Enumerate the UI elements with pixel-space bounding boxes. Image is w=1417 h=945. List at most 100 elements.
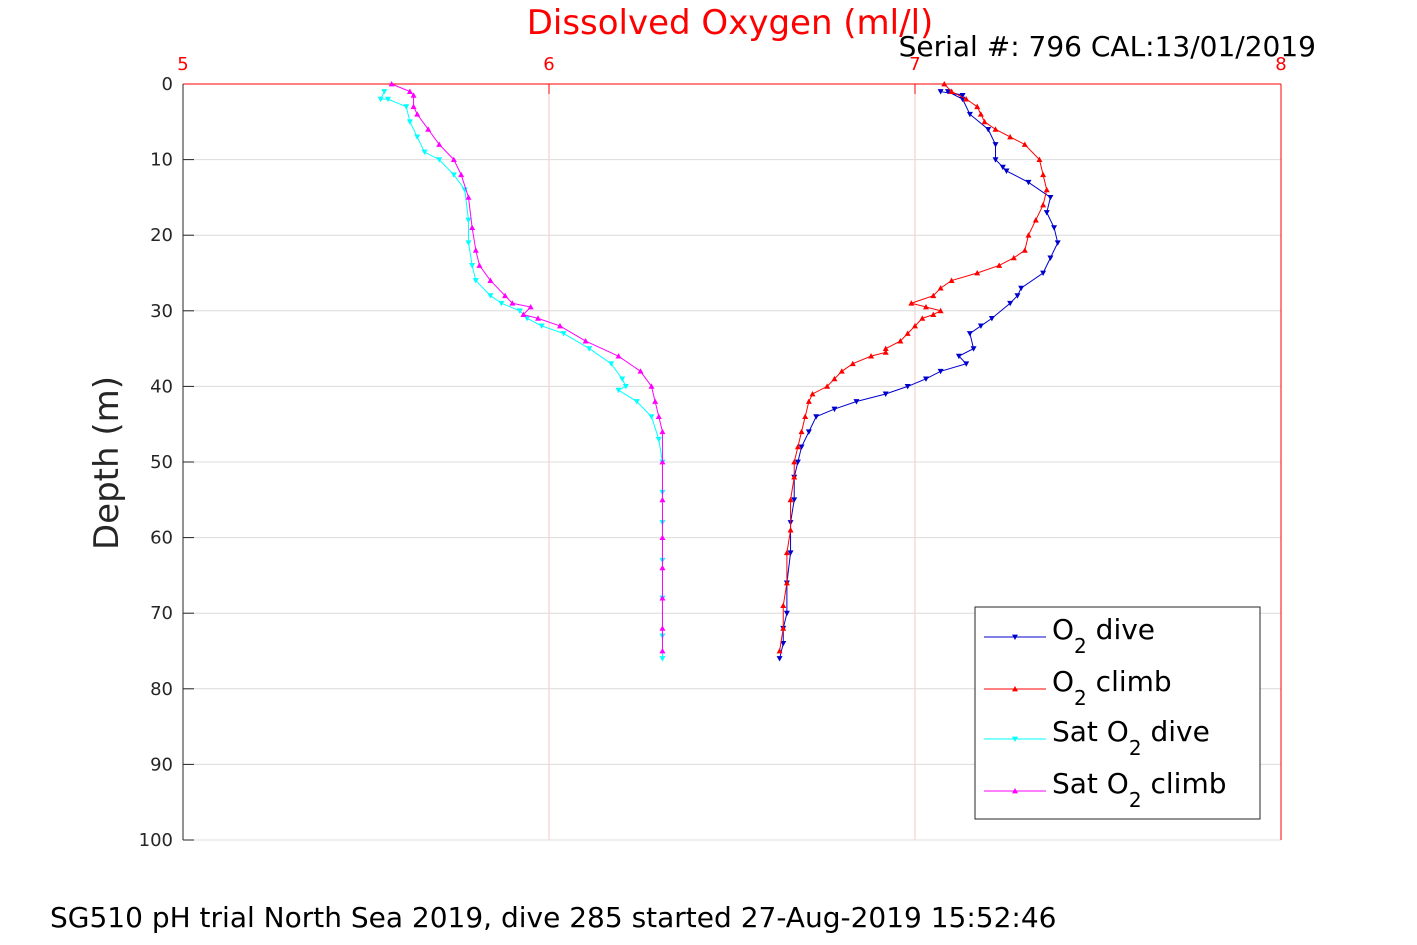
data-point [659, 428, 666, 435]
data-point [787, 550, 794, 556]
data-point [527, 304, 534, 310]
data-point [659, 656, 666, 662]
legend-marker [1012, 686, 1018, 692]
data-point [648, 414, 655, 420]
data-point [377, 96, 384, 103]
data-point [633, 399, 640, 405]
data-point [783, 549, 790, 556]
data-point [652, 398, 659, 404]
data-point [1025, 232, 1032, 238]
data-point [780, 625, 787, 631]
data-point [999, 164, 1006, 171]
data-point [425, 126, 432, 132]
data-point [882, 345, 889, 351]
y-tick-label: 20 [150, 225, 173, 246]
data-point [403, 104, 410, 110]
data-point [1018, 285, 1025, 292]
data-point [941, 81, 948, 87]
y-tick-label: 0 [162, 74, 173, 95]
data-point [1021, 247, 1028, 253]
data-point [794, 443, 801, 450]
data-point [963, 361, 970, 367]
data-point [1010, 254, 1017, 261]
legend-entry-1: O2 climb [1052, 665, 1172, 710]
data-point [1040, 201, 1047, 208]
data-point [868, 353, 875, 359]
data-point [882, 391, 889, 397]
data-point [794, 459, 801, 465]
data-point [659, 625, 666, 631]
x-tick-label: 5 [177, 54, 188, 75]
legend-entry-suffix: climb [1142, 767, 1227, 800]
data-point [659, 496, 666, 503]
data-point [802, 413, 809, 420]
data-point [637, 368, 644, 374]
data-point [465, 217, 472, 224]
data-point [831, 375, 838, 382]
data-point [798, 444, 805, 450]
data-point [622, 384, 629, 390]
data-point [461, 187, 468, 193]
data-point [655, 413, 662, 420]
data-point [414, 134, 421, 140]
legend-entry-subscript: 2 [1074, 634, 1087, 658]
legend-marker [1012, 634, 1018, 640]
data-point [937, 368, 944, 375]
series-layer [377, 81, 1061, 662]
data-point [410, 103, 417, 110]
x-tick-label: 6 [543, 54, 554, 75]
data-point [922, 304, 929, 310]
data-point [520, 311, 527, 317]
legend-entry-suffix: dive [1087, 613, 1155, 646]
data-point [421, 149, 428, 156]
data-point [937, 307, 944, 314]
chart-caption: SG510 pH trial North Sea 2019, dive 285 … [50, 901, 1057, 934]
data-point [919, 315, 926, 321]
data-point [556, 322, 563, 329]
x-tick-label: 8 [1275, 54, 1286, 75]
data-point [1025, 179, 1032, 186]
data-point [381, 89, 388, 95]
data-point [791, 459, 798, 465]
data-point [498, 300, 505, 307]
data-point [436, 157, 443, 163]
data-point [458, 171, 465, 178]
data-point [897, 338, 904, 344]
data-point [535, 315, 542, 321]
series-1 [776, 81, 1050, 654]
data-point [406, 119, 413, 125]
data-point [922, 376, 929, 382]
data-point [813, 414, 820, 420]
data-point [450, 156, 457, 162]
data-point [502, 292, 509, 299]
legend-entry-subscript: 2 [1129, 788, 1142, 812]
legend-entry-text: O [1052, 613, 1074, 646]
data-point [472, 278, 479, 284]
data-point [659, 459, 666, 465]
data-point [469, 263, 476, 269]
data-point [970, 346, 977, 352]
data-point [791, 497, 798, 503]
legend-marker [1012, 788, 1018, 794]
legend-entry-text: O [1052, 665, 1074, 698]
legend-entry-subscript: 2 [1074, 686, 1087, 710]
data-point [1021, 141, 1028, 147]
data-point [1003, 168, 1010, 174]
legend-entry-2: Sat O2 dive [1052, 715, 1210, 760]
data-point [1007, 300, 1014, 307]
data-point [937, 285, 944, 291]
data-point [487, 277, 494, 283]
legend-entry-suffix: dive [1142, 715, 1210, 748]
data-point [476, 262, 483, 268]
data-point [791, 474, 798, 480]
data-point [509, 300, 516, 306]
x-tick-label: 7 [909, 54, 920, 75]
y-tick-label: 80 [150, 679, 173, 700]
y-tick-label: 70 [150, 603, 173, 624]
data-point [619, 376, 626, 382]
data-point [985, 126, 992, 133]
data-point [1043, 210, 1050, 216]
